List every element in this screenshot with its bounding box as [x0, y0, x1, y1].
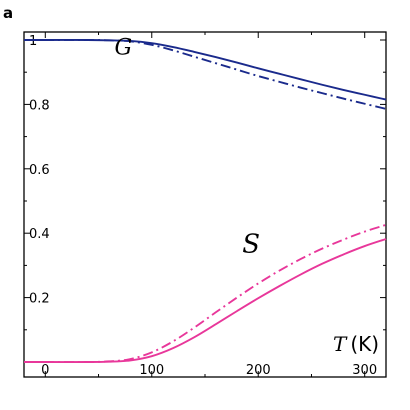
y-tick-label: 0.2: [29, 292, 50, 307]
series-line-2: [23, 39, 387, 110]
series-label-s: S: [242, 230, 260, 260]
x-axis-symbol: T: [333, 332, 348, 356]
y-tick-label: 0.6: [29, 163, 50, 178]
series-line-4: [23, 223, 387, 363]
x-tick-label: 200: [246, 363, 271, 378]
x-axis-title: T (K): [333, 332, 379, 356]
panel-label: a: [3, 4, 13, 22]
series-line-3: [23, 238, 387, 363]
x-tick-label: 100: [139, 363, 164, 378]
plot-frame: [23, 31, 387, 378]
ticks: 0.2 0.4 0.6 0.8 1 0 100 200 300: [24, 32, 386, 378]
y-tick-label: 0.4: [29, 227, 50, 242]
series-labels: GS: [115, 35, 261, 259]
series-group: [23, 39, 387, 363]
x-axis-unit: (K): [350, 332, 379, 356]
series-label-g: G: [115, 35, 133, 60]
x-tick-label: 0: [41, 363, 49, 378]
y-tick-label: 0.8: [29, 98, 50, 113]
x-tick-label: 300: [352, 363, 377, 378]
series-line-1: [23, 39, 387, 101]
y-tick-label: 1: [29, 34, 37, 49]
